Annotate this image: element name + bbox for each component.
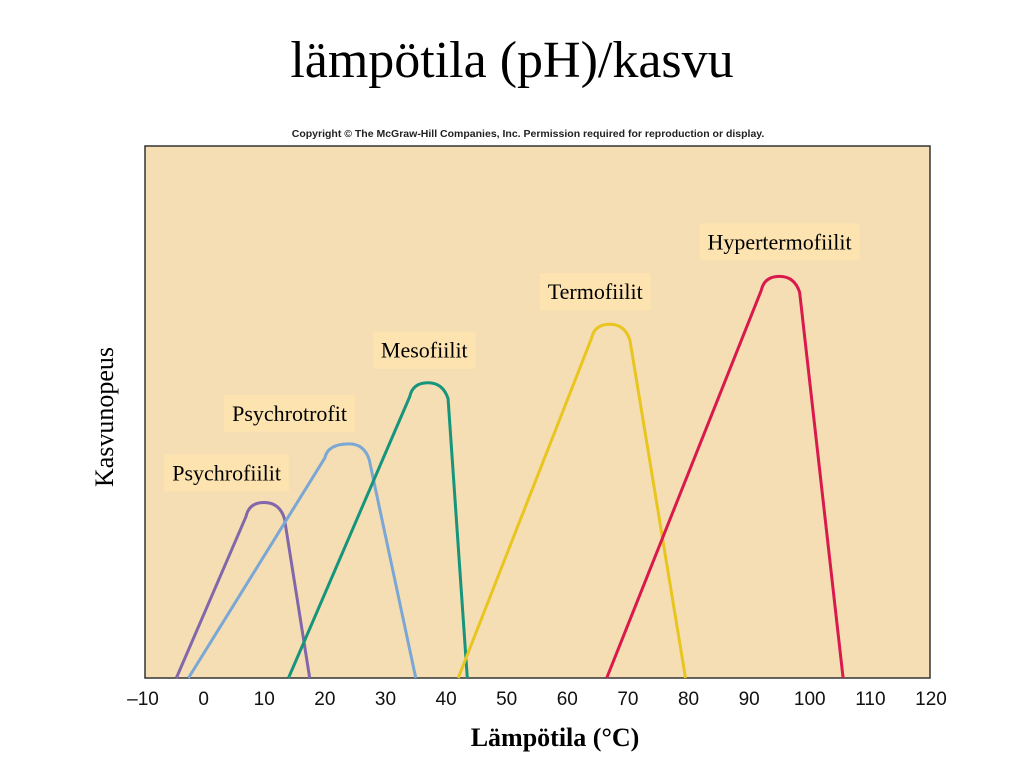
curve-psychrotrofit bbox=[187, 442, 418, 679]
x-tick-label: 100 bbox=[794, 689, 826, 710]
curve-mesofiilit bbox=[287, 381, 469, 679]
curve-label-box bbox=[372, 331, 476, 369]
x-tick-labels: –10 0 10 20 30 40 50 60 70 80 90 100 110 120 bbox=[127, 689, 947, 710]
x-tick-label: 30 bbox=[375, 689, 396, 710]
x-tick-label: 50 bbox=[496, 689, 517, 710]
y-axis-title: Kasvunopeus bbox=[90, 347, 119, 487]
curve-label-termofiilit: Termofiilit bbox=[539, 273, 651, 311]
curve-label-layer: Psychrofiilit Psychrotrofit Mesofiilit Term… bbox=[164, 223, 860, 492]
curve-label-psychrofiilit: Psychrofiilit bbox=[164, 454, 290, 492]
curve-label-mesofiilit: Mesofiilit bbox=[372, 331, 476, 369]
curve-label-box bbox=[164, 454, 290, 492]
curve-label-text: Psychrofiilit bbox=[172, 460, 281, 485]
curve-layer bbox=[174, 274, 845, 679]
slide-title: lämpötila (pH)/kasvu bbox=[290, 32, 734, 89]
x-tick-label: 80 bbox=[678, 689, 699, 710]
curve-hypertermofiilit bbox=[605, 274, 845, 679]
x-axis-title: Lämpötila (°C) bbox=[471, 723, 640, 752]
copyright-notice: Copyright © The McGraw-Hill Companies, I… bbox=[292, 128, 765, 140]
curve-label-text: Hypertermofiilit bbox=[707, 229, 851, 254]
curve-label-box bbox=[539, 273, 651, 311]
x-tick-label: 10 bbox=[254, 689, 275, 710]
x-tick-label: 90 bbox=[739, 689, 760, 710]
curve-psychrofiilit bbox=[174, 500, 312, 679]
curve-label-box bbox=[699, 223, 860, 261]
x-tick-label: 70 bbox=[617, 689, 638, 710]
curve-termofiilit bbox=[456, 322, 687, 679]
x-tick-label: 0 bbox=[198, 689, 209, 710]
curve-label-psychrotrofit: Psychrotrofit bbox=[224, 394, 355, 432]
x-tick-label: 120 bbox=[915, 689, 947, 710]
curve-label-text: Termofiilit bbox=[548, 279, 643, 304]
curve-label-text: Mesofiilit bbox=[381, 338, 468, 363]
x-tick-label: 40 bbox=[436, 689, 457, 710]
x-tick-label: 60 bbox=[557, 689, 578, 710]
curve-label-box bbox=[224, 394, 355, 432]
x-tick-label: 110 bbox=[855, 689, 885, 710]
curve-label-hypertermofiilit: Hypertermofiilit bbox=[699, 223, 860, 261]
curve-label-text: Psychrotrofit bbox=[232, 401, 347, 426]
x-tick-label: 20 bbox=[314, 689, 335, 710]
x-tick-label: –10 bbox=[127, 689, 159, 710]
